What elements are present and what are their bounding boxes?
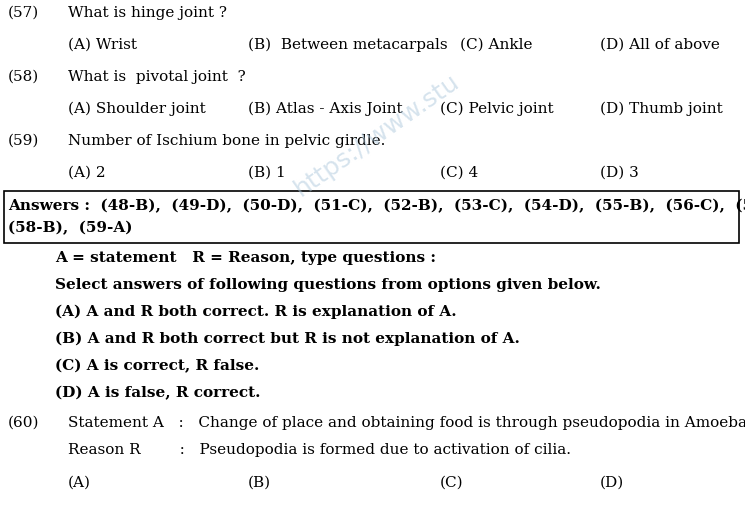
Text: Select answers of following questions from options given below.: Select answers of following questions fr…	[55, 278, 601, 292]
Text: (58-B),  (59-A): (58-B), (59-A)	[8, 221, 133, 235]
Bar	[4, 191, 739, 243]
Text: (D) 3: (D) 3	[600, 166, 638, 180]
Text: (C): (C)	[440, 476, 463, 490]
Text: (A) Shoulder joint: (A) Shoulder joint	[68, 102, 206, 116]
Text: https://www.stu: https://www.stu	[290, 69, 464, 201]
Text: (B): (B)	[248, 476, 271, 490]
Text: (D) Thumb joint: (D) Thumb joint	[600, 102, 723, 116]
Text: Answers :  (48-B),  (49-D),  (50-D),  (51-C),  (52-B),  (53-C),  (54-D),  (55-B): Answers : (48-B), (49-D), (50-D), (51-C)…	[8, 199, 745, 213]
Text: A = statement   R = Reason, type questions :: A = statement R = Reason, type questions…	[55, 251, 436, 265]
Text: (A) Wrist: (A) Wrist	[68, 38, 137, 52]
Text: (B) Atlas - Axis Joint: (B) Atlas - Axis Joint	[248, 102, 402, 116]
Text: (C) Pelvic joint: (C) Pelvic joint	[440, 102, 554, 116]
Text: (A) 2: (A) 2	[68, 166, 106, 180]
Text: Reason R        :   Pseudopodia is formed due to activation of cilia.: Reason R : Pseudopodia is formed due to …	[68, 443, 571, 457]
Text: (C) 4: (C) 4	[440, 166, 478, 180]
Text: (C) Ankle: (C) Ankle	[460, 38, 533, 52]
Text: Statement A   :   Change of place and obtaining food is through pseudopodia in A: Statement A : Change of place and obtain…	[68, 416, 745, 430]
Text: (B)  Between metacarpals: (B) Between metacarpals	[248, 38, 448, 52]
Text: (C) A is correct, R false.: (C) A is correct, R false.	[55, 359, 259, 373]
Text: What is  pivotal joint  ?: What is pivotal joint ?	[68, 70, 246, 84]
Text: (57): (57)	[8, 6, 39, 20]
Text: (60): (60)	[8, 416, 39, 430]
Text: (D) A is false, R correct.: (D) A is false, R correct.	[55, 386, 261, 400]
Text: (D): (D)	[600, 476, 624, 490]
Text: (59): (59)	[8, 134, 39, 148]
Text: (D) All of above: (D) All of above	[600, 38, 720, 52]
Text: (A) A and R both correct. R is explanation of A.: (A) A and R both correct. R is explanati…	[55, 305, 457, 319]
Text: (B) A and R both correct but R is not explanation of A.: (B) A and R both correct but R is not ex…	[55, 332, 520, 346]
Text: What is hinge joint ?: What is hinge joint ?	[68, 6, 227, 20]
Text: (B) 1: (B) 1	[248, 166, 286, 180]
Text: (58): (58)	[8, 70, 39, 84]
Text: (A): (A)	[68, 476, 91, 490]
Text: Number of Ischium bone in pelvic girdle.: Number of Ischium bone in pelvic girdle.	[68, 134, 385, 148]
